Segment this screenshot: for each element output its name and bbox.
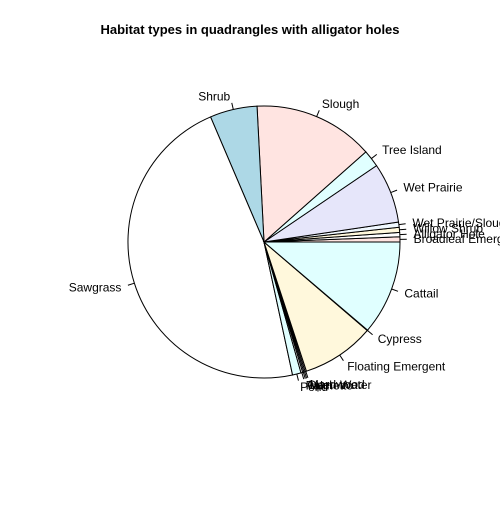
pie-label-tick-wet-prairie — [391, 190, 397, 192]
pie-label-floating-emergent: Floating Emergent — [347, 359, 446, 373]
pie-label-tick-shrub — [232, 103, 234, 110]
pie-label-tick-pond — [297, 374, 299, 381]
pie-label-hardwood: Hardwood — [310, 377, 365, 391]
pie-label-tick-wet-prairie-slough — [399, 224, 406, 225]
pie-label-tick-cypress — [367, 330, 372, 334]
pie-label-cypress: Cypress — [378, 332, 422, 346]
pie-label-tick-sawgrass — [128, 283, 134, 285]
pie-label-slough: Slough — [322, 97, 359, 111]
pie-label-sawgrass: Sawgrass — [69, 280, 122, 294]
pie-label-tick-floating-emergent — [340, 355, 344, 361]
chart-title: Habitat types in quadrangles with alliga… — [0, 22, 500, 37]
pie-label-wet-prairie: Wet Prairie — [403, 181, 462, 195]
pie-label-wet-prairie-slough: Wet Prairie/Slough — [412, 216, 500, 230]
pie-label-tick-cattail — [392, 289, 398, 291]
pie-label-tick-slough — [317, 110, 320, 116]
pie-label-tick-willow-shrub — [399, 229, 406, 230]
pie-label-tree-island: Tree Island — [382, 143, 442, 157]
pie-label-tick-tree-island — [371, 154, 376, 158]
pie-label-cattail: Cattail — [404, 287, 438, 301]
pie-label-shrub: Shrub — [198, 89, 230, 103]
